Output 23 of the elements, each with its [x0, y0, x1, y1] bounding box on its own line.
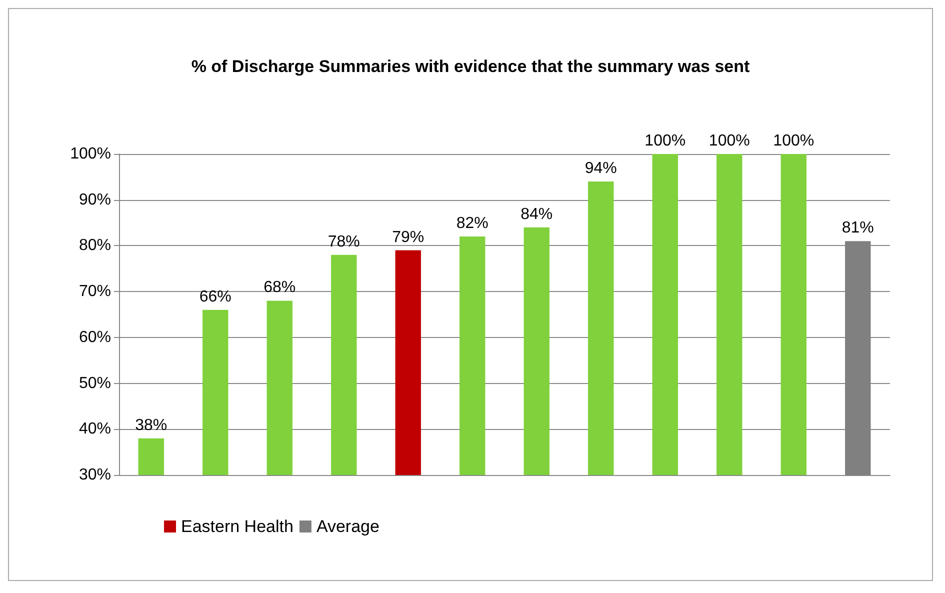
chart-title: % of Discharge Summaries with evidence that the summary was sent: [191, 57, 750, 76]
data-label: 84%: [520, 206, 553, 223]
y-tick-label: 100%: [70, 146, 111, 162]
y-tick-label: 70%: [78, 283, 111, 300]
data-label: 38%: [135, 416, 168, 434]
data-label: 79%: [392, 228, 424, 246]
data-label: 68%: [264, 279, 296, 296]
legend-label: Eastern Health: [181, 517, 294, 536]
data-label: 100%: [644, 132, 686, 150]
data-label: 66%: [199, 288, 232, 306]
y-tick-label: 80%: [78, 237, 111, 254]
y-tick-label: 90%: [78, 191, 111, 208]
data-label: 100%: [708, 132, 750, 150]
y-tick-label: 50%: [78, 374, 111, 392]
y-tick-label: 40%: [78, 420, 111, 438]
legend-label: Average: [316, 517, 380, 536]
data-label: 94%: [584, 160, 617, 178]
data-label: 100%: [773, 132, 814, 150]
data-label: 82%: [456, 215, 488, 232]
y-tick-label: 60%: [78, 328, 111, 346]
data-label: 81%: [842, 220, 874, 237]
data-label: 78%: [328, 233, 360, 250]
y-tick-label: 30%: [78, 466, 111, 484]
